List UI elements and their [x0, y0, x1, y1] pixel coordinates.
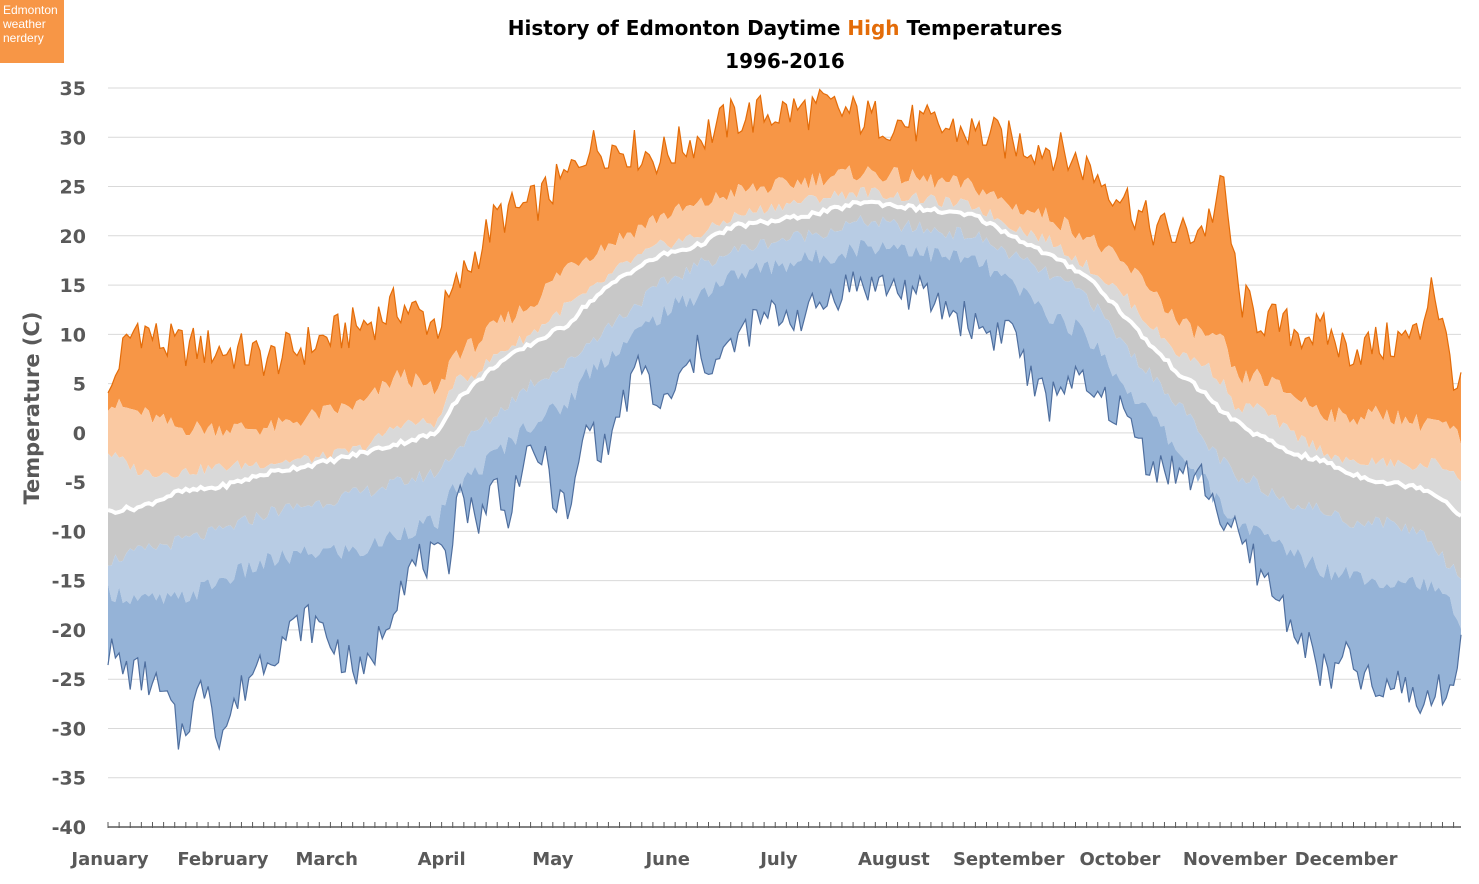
- x-month-label: June: [643, 849, 690, 870]
- y-tick-label: -5: [65, 472, 86, 494]
- y-tick-label: 25: [60, 177, 86, 199]
- y-tick-label: 20: [60, 226, 86, 248]
- y-tick-label: -35: [52, 768, 86, 790]
- record-low-line: [107, 271, 1462, 751]
- y-tick-label: 5: [73, 374, 86, 396]
- x-month-label: May: [532, 849, 574, 870]
- y-tick-label: -15: [52, 571, 86, 593]
- y-tick-label: -30: [52, 718, 86, 740]
- y-tick-label: 35: [60, 78, 86, 100]
- record-high-band: [108, 89, 1461, 445]
- x-month-label: July: [758, 849, 798, 870]
- chart-title-prefix: History of Edmonton Daytime: [508, 16, 848, 40]
- badge-line-3: nerdery: [3, 31, 44, 45]
- record-high-line: [107, 88, 1462, 394]
- x-month-label: September: [953, 849, 1065, 870]
- chart-title-highlight: High: [847, 16, 899, 40]
- x-month-label: October: [1080, 849, 1161, 870]
- y-tick-label: -25: [52, 669, 86, 691]
- y-tick-label: 10: [60, 324, 86, 346]
- temperature-bands: [108, 89, 1461, 750]
- y-tick-label: 0: [73, 423, 86, 445]
- chart-subtitle: 1996-2016: [725, 49, 845, 73]
- high-band: [108, 165, 1461, 482]
- y-axis-label: Temperature (C): [20, 312, 44, 505]
- x-month-label: August: [858, 849, 930, 870]
- mean-line: [107, 199, 1462, 518]
- y-tick-label: -40: [52, 817, 86, 839]
- x-month-label: April: [418, 849, 466, 870]
- y-axis-ticks: 35 30 25 20 15 10 5 0 -5 -10 -15 -20 -25 -30 -35 -40: [52, 78, 86, 839]
- x-axis: January February March April May June July Augu…: [69, 822, 1461, 870]
- y-tick-label: 30: [60, 127, 86, 149]
- badge-line-1: Edmonton: [3, 3, 58, 17]
- x-month-label: December: [1295, 849, 1398, 870]
- x-month-label: January: [69, 849, 148, 870]
- lower-grey-band: [108, 201, 1461, 579]
- x-month-label: March: [295, 849, 357, 870]
- y-tick-label: -10: [52, 521, 86, 543]
- x-month-label: February: [177, 849, 268, 870]
- badge-line-2: weather: [3, 17, 46, 31]
- y-tick-label: -20: [52, 620, 86, 642]
- low-band: [108, 215, 1461, 629]
- series-lines: [107, 88, 1462, 751]
- y-tick-label: 15: [60, 275, 86, 297]
- x-month-label: November: [1183, 849, 1287, 870]
- edmonton-weather-nerdery-badge: Edmonton weather nerdery: [0, 0, 64, 63]
- chart-title: History of Edmonton Daytime High Tempera…: [508, 16, 1063, 40]
- chart-title-suffix: Temperatures: [900, 16, 1063, 40]
